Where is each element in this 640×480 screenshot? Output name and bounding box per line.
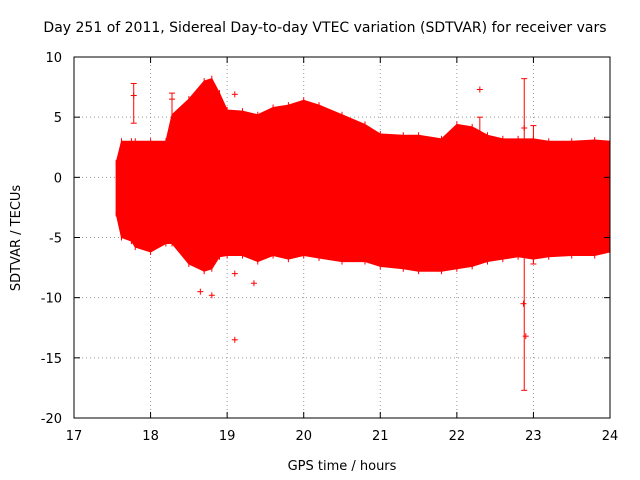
x-tick-label: 21 <box>372 429 389 444</box>
data-markers <box>130 78 537 391</box>
data-envelope <box>115 75 611 275</box>
outlier-marker <box>130 92 137 99</box>
x-axis: 17 18 19 20 21 22 23 24 <box>66 57 619 444</box>
y-axis-label: SDTVAR / TECUs <box>9 185 24 292</box>
outlier-marker <box>197 288 204 295</box>
x-tick-label: 22 <box>449 429 466 444</box>
outlier-marker <box>208 292 215 299</box>
outlier-marker <box>476 86 483 93</box>
x-tick-label: 17 <box>66 429 83 444</box>
x-tick-label: 19 <box>219 429 236 444</box>
y-tick-label: -15 <box>41 352 62 367</box>
outlier-marker <box>521 124 528 131</box>
y-tick-label: 0 <box>54 171 62 186</box>
x-tick-label: 24 <box>602 429 619 444</box>
chart-title: Day 251 of 2011, Sidereal Day-to-day VTE… <box>43 20 606 36</box>
outlier-marker <box>231 91 238 98</box>
y-tick-label: 10 <box>45 51 62 66</box>
y-axis: -20 -15 -10 -5 0 5 10 <box>41 51 610 427</box>
outlier-marker <box>520 300 527 307</box>
x-tick-label: 23 <box>525 429 542 444</box>
x-tick-label: 18 <box>142 429 159 444</box>
outlier-marker <box>231 336 238 343</box>
outlier-marker <box>169 96 176 103</box>
x-axis-label: GPS time / hours <box>288 459 397 474</box>
y-tick-label: -5 <box>49 232 62 247</box>
y-tick-label: 5 <box>54 111 62 126</box>
y-tick-label: -20 <box>41 412 62 427</box>
x-tick-label: 20 <box>295 429 312 444</box>
series-envelope <box>115 78 611 272</box>
outlier-marker <box>522 333 529 340</box>
y-tick-label: -10 <box>41 292 62 307</box>
outlier-marker <box>250 280 257 287</box>
outlier-marker <box>231 270 238 277</box>
